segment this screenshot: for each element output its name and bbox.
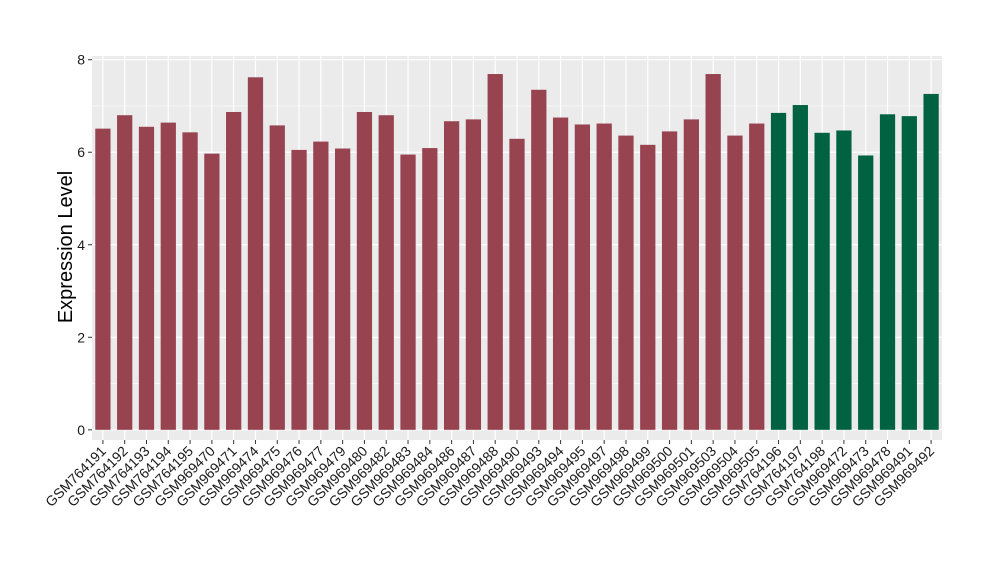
x-axis: GSM764191GSM764192GSM764193GSM764194GSM7…: [42, 440, 937, 510]
y-axis: 0 2 4 6 8: [77, 52, 92, 438]
bar: [443, 121, 460, 430]
bar: [705, 74, 721, 430]
bar: [138, 126, 155, 430]
bar: [465, 119, 482, 430]
bar: [901, 116, 917, 430]
bar: [400, 154, 416, 430]
bar: [574, 124, 591, 430]
bar: [269, 125, 285, 430]
bar: [683, 119, 699, 430]
y-tick-label: 0: [77, 422, 85, 438]
bar: [770, 112, 787, 430]
bar: [923, 93, 939, 430]
bar: [749, 123, 765, 430]
y-tick-label: 4: [77, 237, 85, 253]
bar: [792, 105, 808, 430]
bar: [858, 155, 874, 430]
bar: [204, 153, 220, 430]
bars: [95, 74, 939, 430]
bar: [640, 144, 656, 430]
bar: [814, 132, 830, 430]
bar: [291, 149, 307, 430]
y-axis-label: Expression Level: [55, 171, 77, 323]
bar: [618, 135, 634, 430]
bar: [247, 77, 264, 430]
bar: [727, 135, 743, 430]
bar: [487, 74, 503, 430]
bar: [836, 130, 852, 430]
bar: [422, 148, 438, 430]
bar: [335, 148, 351, 430]
bar: [596, 123, 612, 430]
bar: [117, 115, 133, 430]
bar: [509, 138, 525, 430]
bar: [182, 132, 198, 430]
bar: [313, 141, 329, 430]
bar: [356, 111, 373, 430]
bar: [661, 131, 678, 430]
bar: [879, 114, 896, 430]
y-tick-label: 6: [77, 144, 85, 160]
bar: [552, 117, 569, 430]
bar: [531, 89, 547, 430]
y-tick-label: 2: [77, 329, 85, 345]
bar: [378, 115, 394, 430]
bar: [226, 111, 242, 430]
y-tick-label: 8: [77, 52, 85, 68]
bar: [95, 128, 111, 430]
bar: [160, 122, 176, 430]
